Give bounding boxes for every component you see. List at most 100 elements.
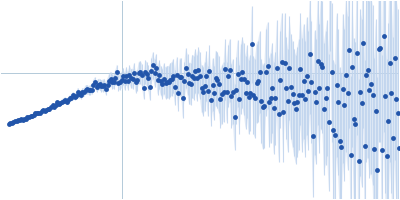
Point: [144, 72, 150, 76]
Point: [231, 116, 238, 119]
Point: [269, 86, 276, 90]
Point: [212, 76, 219, 80]
Point: [333, 83, 340, 87]
Point: [275, 113, 282, 116]
Point: [385, 120, 392, 123]
Point: [170, 74, 176, 78]
Point: [104, 83, 111, 86]
Point: [153, 66, 159, 69]
Point: [214, 79, 220, 82]
Point: [51, 106, 57, 109]
Point: [183, 67, 189, 70]
Point: [338, 146, 344, 149]
Point: [67, 97, 73, 100]
Point: [78, 93, 84, 96]
Point: [173, 73, 180, 76]
Point: [148, 69, 155, 73]
Point: [362, 144, 368, 148]
Point: [297, 68, 304, 71]
Point: [117, 80, 123, 83]
Point: [368, 83, 374, 86]
Point: [87, 88, 94, 91]
Point: [208, 98, 214, 101]
Point: [278, 60, 285, 63]
Point: [377, 46, 384, 50]
Point: [302, 98, 308, 101]
Point: [222, 68, 228, 71]
Point: [341, 104, 348, 107]
Point: [136, 71, 142, 74]
Point: [132, 81, 139, 84]
Point: [219, 93, 225, 96]
Point: [28, 114, 34, 118]
Point: [10, 121, 16, 124]
Point: [280, 111, 286, 114]
Point: [264, 64, 271, 67]
Point: [283, 86, 290, 90]
Point: [354, 52, 360, 55]
Point: [162, 81, 169, 85]
Point: [255, 80, 261, 83]
Point: [244, 80, 250, 83]
Point: [86, 89, 92, 92]
Point: [190, 76, 197, 79]
Point: [348, 153, 354, 156]
Point: [38, 109, 45, 112]
Point: [82, 88, 89, 91]
Point: [261, 104, 268, 107]
Point: [142, 71, 148, 74]
Point: [228, 95, 235, 98]
Point: [387, 61, 393, 64]
Point: [394, 111, 400, 114]
Point: [253, 82, 260, 85]
Point: [166, 81, 172, 84]
Point: [100, 84, 106, 87]
Point: [299, 94, 305, 97]
Point: [314, 60, 321, 63]
Point: [286, 66, 293, 69]
Point: [175, 91, 181, 94]
Point: [308, 80, 315, 83]
Point: [84, 88, 90, 91]
Point: [106, 79, 112, 82]
Point: [40, 109, 46, 112]
Point: [79, 91, 86, 94]
Point: [233, 89, 239, 92]
Point: [126, 73, 133, 76]
Point: [382, 95, 388, 98]
Point: [90, 83, 96, 86]
Point: [89, 88, 95, 91]
Point: [74, 90, 81, 93]
Point: [42, 109, 48, 113]
Point: [277, 78, 283, 81]
Point: [7, 121, 14, 125]
Point: [203, 75, 210, 78]
Point: [12, 120, 18, 123]
Point: [32, 112, 38, 115]
Point: [169, 78, 175, 81]
Point: [220, 90, 227, 93]
Point: [384, 154, 390, 158]
Point: [344, 92, 351, 95]
Point: [292, 108, 299, 111]
Point: [376, 47, 382, 50]
Point: [329, 71, 335, 74]
Point: [178, 76, 184, 79]
Point: [65, 98, 72, 102]
Point: [363, 74, 370, 77]
Point: [357, 91, 363, 94]
Point: [95, 83, 101, 86]
Point: [352, 122, 358, 125]
Point: [360, 41, 366, 44]
Point: [122, 80, 128, 83]
Point: [274, 66, 280, 69]
Point: [234, 72, 241, 75]
Point: [172, 86, 178, 89]
Point: [123, 74, 130, 77]
Point: [304, 75, 310, 78]
Point: [62, 98, 68, 102]
Point: [92, 81, 98, 84]
Point: [311, 91, 318, 94]
Point: [131, 71, 137, 75]
Point: [159, 82, 166, 86]
